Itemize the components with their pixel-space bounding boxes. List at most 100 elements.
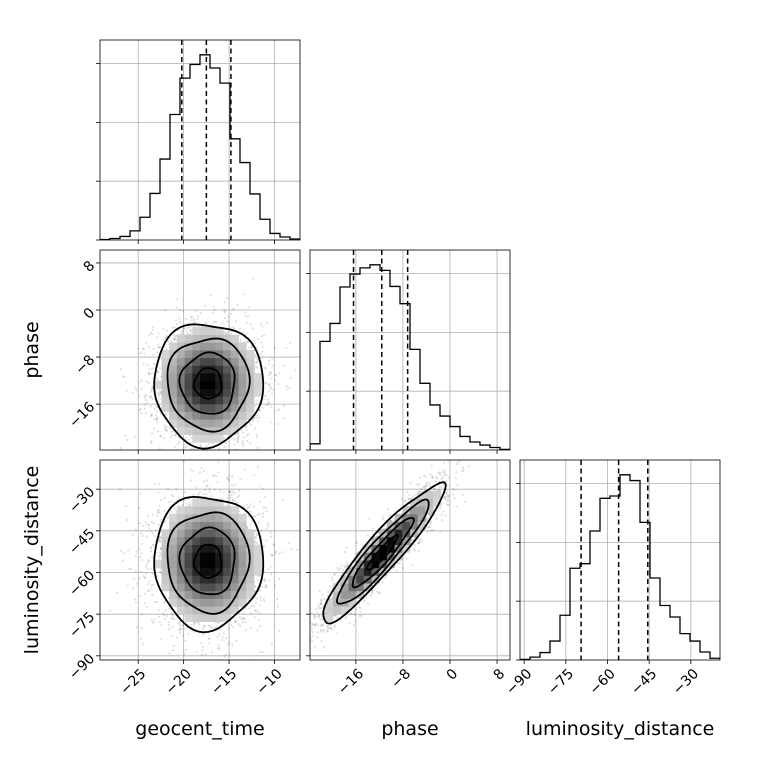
density-cell xyxy=(223,334,232,343)
scatter-point xyxy=(213,488,216,491)
scatter-point xyxy=(267,363,270,366)
density-cell xyxy=(207,411,216,420)
scatter-point xyxy=(254,361,257,364)
scatter-point xyxy=(134,528,137,531)
scatter-point xyxy=(144,342,147,345)
scatter-point xyxy=(153,534,156,538)
scatter-point xyxy=(246,439,249,442)
scatter-point xyxy=(219,489,222,492)
scatter-point xyxy=(199,445,202,448)
scatter-point xyxy=(147,523,150,526)
scatter-point xyxy=(178,621,181,624)
scatter-point xyxy=(160,435,163,438)
scatter-point xyxy=(269,371,272,374)
scatter-point xyxy=(185,445,188,448)
scatter-point xyxy=(179,628,182,631)
scatter-point xyxy=(272,544,276,547)
scatter-point xyxy=(188,434,191,437)
scatter-point xyxy=(150,390,153,393)
density-cell xyxy=(246,396,255,405)
scatter-point xyxy=(151,532,154,535)
scatter-point xyxy=(209,457,211,459)
scatter-point xyxy=(134,386,137,389)
scatter-point xyxy=(259,322,263,326)
scatter-point xyxy=(180,626,183,630)
scatter-point xyxy=(197,665,199,667)
scatter-point xyxy=(247,346,250,349)
scatter-point xyxy=(237,623,240,626)
scatter-point xyxy=(252,515,255,518)
scatter-point xyxy=(285,385,288,388)
density-cell xyxy=(230,334,239,343)
density-cell xyxy=(207,342,216,351)
scatter-point xyxy=(241,431,244,434)
scatter-point xyxy=(157,332,160,335)
density-cell xyxy=(246,350,255,359)
scatter-point xyxy=(190,479,193,482)
density-cell xyxy=(207,380,216,389)
scatter-point xyxy=(178,320,182,324)
scatter-point xyxy=(261,650,264,653)
scatter-point xyxy=(251,419,254,422)
scatter-point xyxy=(190,468,193,471)
scatter-point xyxy=(126,438,129,441)
scatter-point xyxy=(158,557,161,560)
scatter-point xyxy=(224,445,227,448)
scatter-point xyxy=(150,386,154,389)
scatter-point xyxy=(142,347,145,350)
scatter-point xyxy=(247,458,249,460)
scatter-point xyxy=(238,327,242,330)
scatter-point xyxy=(287,541,290,545)
scatter-point xyxy=(211,311,214,314)
scatter-point xyxy=(234,483,237,486)
scatter-point xyxy=(231,499,234,502)
density-cell xyxy=(230,365,239,374)
density-cell xyxy=(184,365,193,374)
scatter-point xyxy=(207,624,210,627)
scatter-point xyxy=(138,548,141,551)
scatter-point xyxy=(148,368,151,371)
scatter-point xyxy=(254,353,257,357)
scatter-point xyxy=(143,352,146,355)
scatter-point xyxy=(244,629,248,632)
scatter-point xyxy=(211,474,214,477)
scatter-point xyxy=(196,317,199,320)
scatter-point xyxy=(205,493,208,496)
scatter-point xyxy=(172,333,175,337)
density-cell xyxy=(184,411,193,420)
scatter-point xyxy=(269,385,272,389)
scatter-point xyxy=(160,457,162,459)
scatter-point xyxy=(199,311,202,315)
scatter-point xyxy=(225,637,228,640)
scatter-point xyxy=(248,607,251,610)
density-cell xyxy=(207,396,216,405)
density-cell xyxy=(238,403,247,412)
scatter-point xyxy=(140,637,143,640)
scatter-point xyxy=(127,549,130,552)
scatter-point xyxy=(150,567,153,570)
density-cell xyxy=(230,396,239,405)
scatter-point xyxy=(175,306,178,309)
scatter-point xyxy=(263,578,266,581)
density-cell xyxy=(176,426,185,435)
scatter-point xyxy=(170,617,173,620)
scatter-point xyxy=(151,328,154,331)
density-cell xyxy=(223,411,232,420)
scatter-point xyxy=(135,550,138,553)
density-cell xyxy=(253,373,262,382)
scatter-point xyxy=(260,599,263,602)
scatter-point xyxy=(162,340,165,343)
scatter-point xyxy=(138,594,141,598)
scatter-point xyxy=(177,622,180,625)
scatter-point xyxy=(190,331,193,334)
scatter-point xyxy=(213,473,216,477)
scatter-point xyxy=(226,455,228,457)
scatter-point xyxy=(152,348,155,351)
scatter-point xyxy=(239,339,242,342)
scatter-point xyxy=(251,520,254,523)
scatter-point xyxy=(260,341,263,344)
scatter-point xyxy=(234,620,237,623)
scatter-point xyxy=(147,559,150,562)
scatter-point xyxy=(245,321,248,324)
scatter-point xyxy=(123,551,126,555)
